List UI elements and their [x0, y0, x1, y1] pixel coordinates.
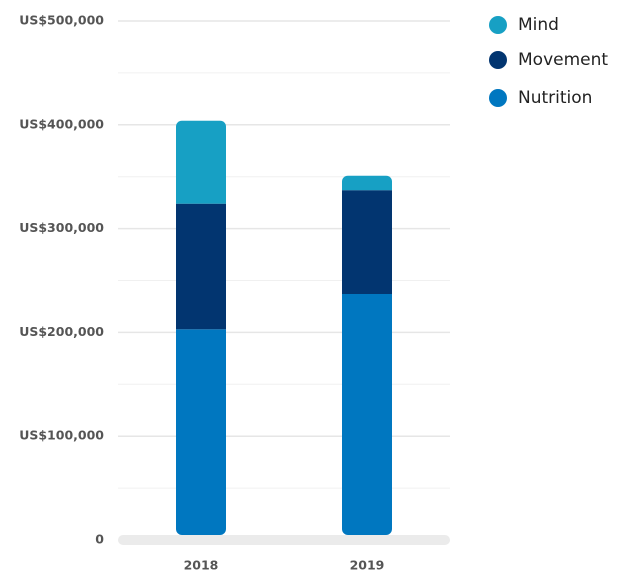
bar-stack — [342, 175, 392, 536]
y-tick-label: 0 — [95, 532, 104, 547]
bar-segment — [176, 329, 226, 535]
legend-swatch — [489, 51, 507, 69]
legend-label: Movement — [518, 50, 608, 70]
bar-segment — [342, 190, 392, 294]
bar-segment — [342, 175, 392, 191]
y-tick-label: US$400,000 — [19, 116, 104, 131]
legend-swatch — [489, 16, 507, 34]
x-tick-label: 2019 — [350, 558, 385, 573]
x-tick-label: 2018 — [184, 558, 219, 573]
y-tick-label: US$500,000 — [19, 13, 104, 28]
bar-segment — [342, 293, 392, 536]
y-tick-label: US$300,000 — [19, 220, 104, 235]
y-tick-label: US$100,000 — [19, 428, 104, 443]
legend-label: Nutrition — [518, 88, 592, 108]
bar-segment — [176, 120, 226, 204]
bar-segment — [176, 203, 226, 330]
bar-stack — [176, 120, 226, 535]
legend-label: Mind — [518, 15, 559, 35]
y-tick-label: US$200,000 — [19, 324, 104, 339]
baseline — [118, 535, 450, 545]
legend-swatch — [489, 89, 507, 107]
